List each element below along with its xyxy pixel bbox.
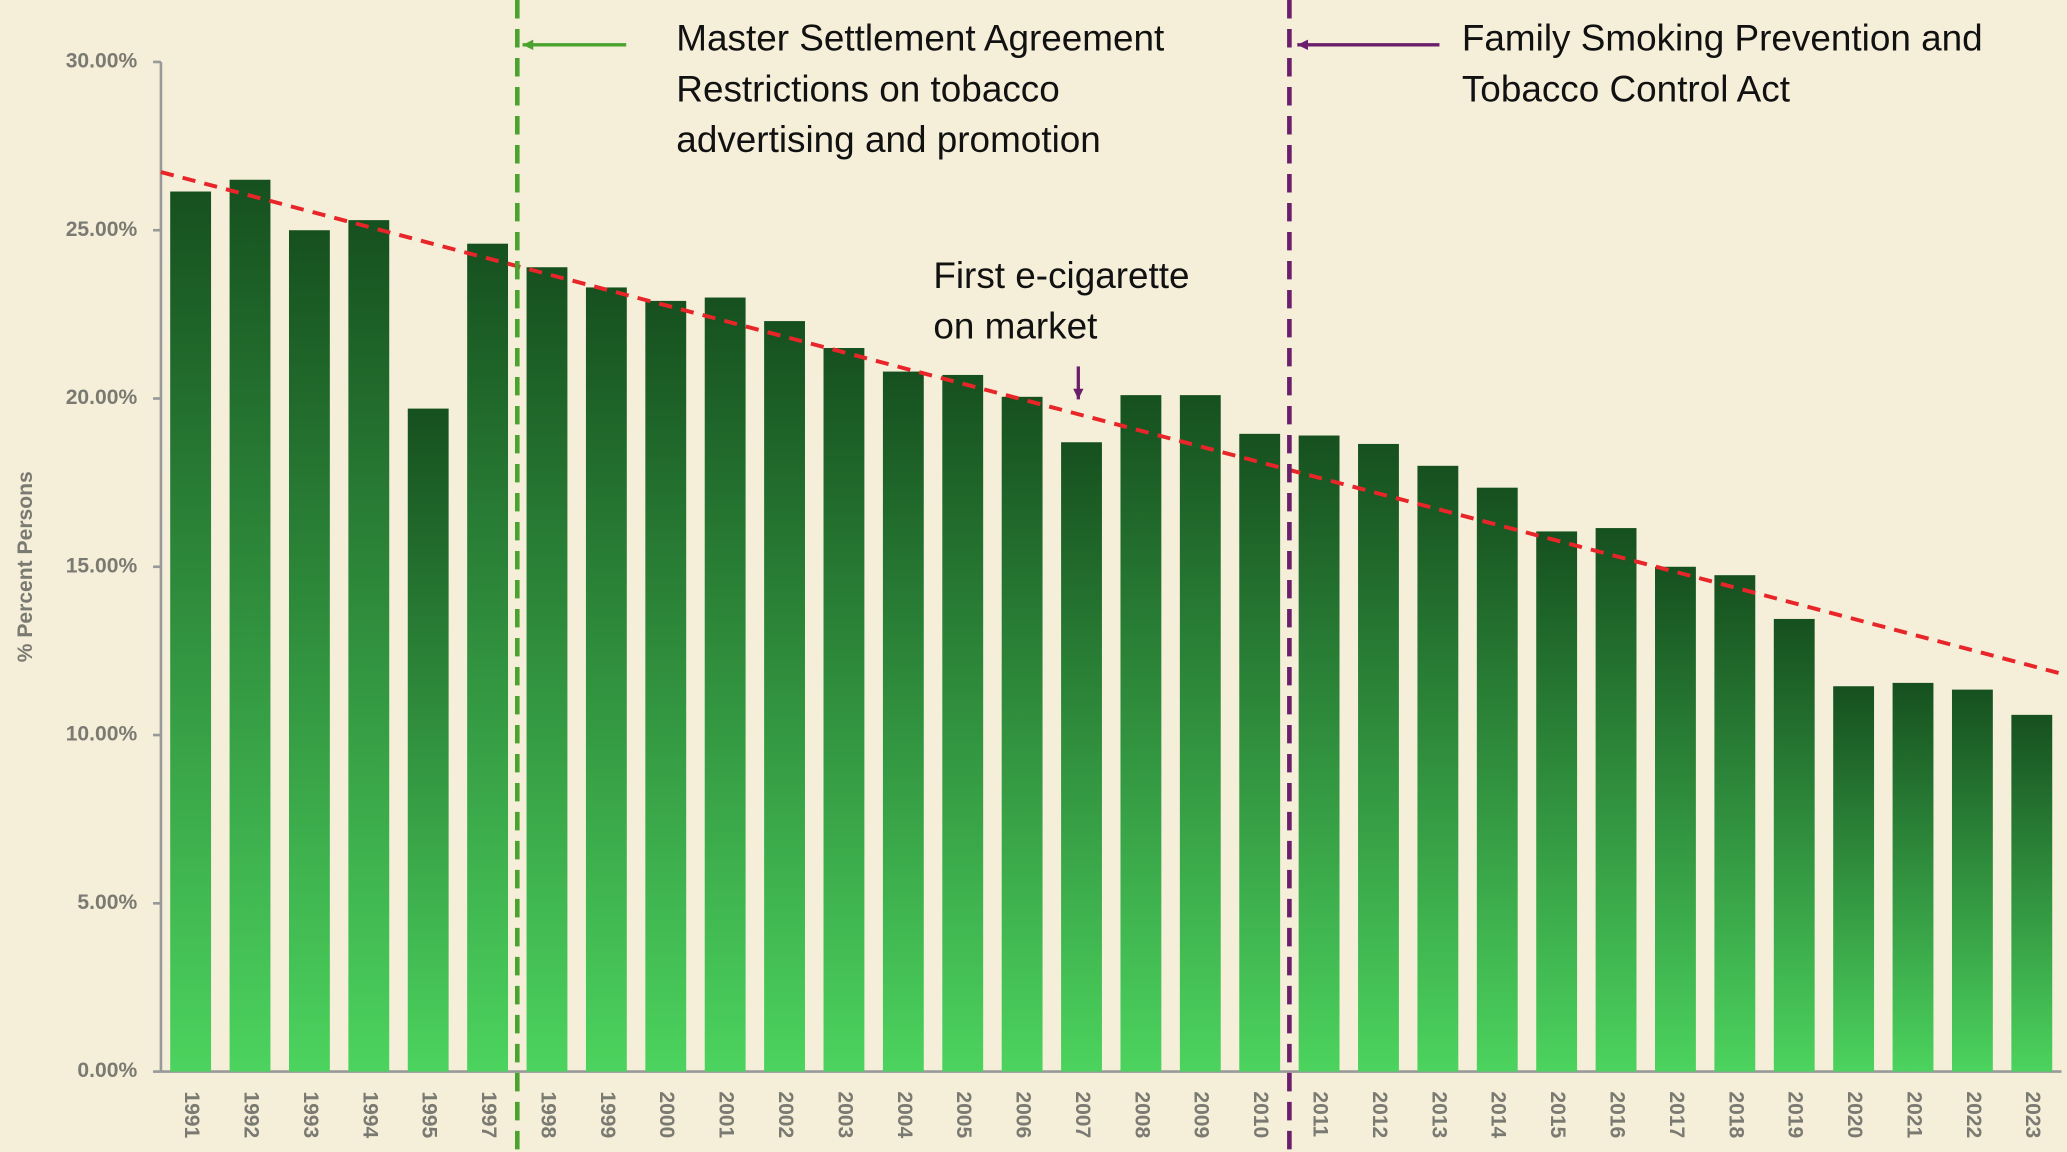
x-tick-label: 2002	[774, 1091, 797, 1138]
x-tick-label: 1999	[596, 1091, 619, 1138]
bar	[882, 371, 924, 1072]
x-tick-label: 2014	[1487, 1091, 1510, 1138]
annotation-text: Master Settlement Agreement	[676, 18, 1164, 59]
x-tick-label: 2005	[952, 1091, 975, 1138]
trend-line	[160, 170, 2067, 678]
x-tick-label: 2017	[1665, 1091, 1688, 1138]
bar	[645, 300, 687, 1072]
x-tick-label: 1994	[358, 1091, 381, 1138]
y-tick-label: 5.00%	[77, 891, 137, 914]
bar	[1536, 531, 1578, 1072]
bar	[1714, 575, 1756, 1072]
x-tick-label: 2013	[1427, 1091, 1450, 1138]
x-tick-label: 2011	[1309, 1091, 1332, 1137]
annotation-text: Tobacco Control Act	[1462, 68, 1790, 109]
bar	[764, 321, 805, 1072]
bar	[1179, 395, 1221, 1072]
bar	[526, 267, 568, 1072]
bar	[1951, 689, 1993, 1072]
annotation-text: First e-cigarette	[933, 255, 1189, 296]
x-tick-label: 2022	[1962, 1091, 1985, 1138]
bar	[467, 243, 509, 1072]
x-tick-label: 2012	[1368, 1091, 1391, 1138]
x-tick-label: 2006	[1012, 1091, 1035, 1138]
annotation-arrowhead	[1073, 388, 1084, 400]
x-tick-label: 1997	[477, 1091, 500, 1138]
x-tick-label: 2004	[893, 1091, 916, 1138]
annotation-text: Family Smoking Prevention and	[1462, 18, 1983, 59]
bar	[2011, 714, 2053, 1072]
x-tick-label: 2000	[655, 1091, 678, 1138]
bar	[407, 408, 449, 1072]
bar	[1892, 682, 1934, 1072]
bar	[170, 191, 212, 1072]
bar	[823, 348, 865, 1072]
bar	[585, 287, 627, 1072]
annotation-arrowhead	[1297, 39, 1308, 50]
bar	[1061, 442, 1102, 1072]
bar	[942, 374, 984, 1072]
annotation-text: on market	[933, 306, 1097, 347]
bar	[1595, 528, 1637, 1072]
bar	[1298, 435, 1340, 1072]
annotation-text: Restrictions on tobacco	[676, 68, 1059, 109]
x-tick-label: 2008	[1130, 1091, 1153, 1138]
x-tick-label: 2020	[1843, 1091, 1866, 1138]
bar	[1120, 395, 1162, 1072]
x-tick-label: 2021	[1902, 1091, 1925, 1138]
annotation-text: advertising and promotion	[676, 119, 1101, 160]
x-tick-label: 1998	[536, 1091, 559, 1138]
y-tick-label: 0.00%	[77, 1059, 137, 1082]
annotation-arrowhead	[522, 39, 534, 50]
x-tick-label: 2007	[1071, 1091, 1094, 1138]
bar	[1655, 566, 1696, 1072]
y-tick-label: 15.00%	[66, 554, 138, 577]
bar	[1417, 465, 1459, 1072]
x-tick-label: 1993	[299, 1091, 322, 1138]
x-tick-label: 2001	[715, 1091, 738, 1138]
x-tick-label: 2003	[833, 1091, 856, 1138]
y-tick-label: 30.00%	[66, 50, 138, 73]
x-tick-label: 2023	[2021, 1091, 2044, 1138]
x-tick-label: 2016	[1605, 1091, 1628, 1138]
x-tick-label: 1995	[418, 1091, 441, 1138]
bar	[1358, 443, 1399, 1072]
x-tick-label: 2018	[1724, 1091, 1747, 1138]
x-tick-label: 2019	[1784, 1091, 1807, 1138]
x-tick-label: 2015	[1546, 1091, 1569, 1138]
bar	[348, 220, 390, 1072]
bar	[229, 179, 271, 1072]
x-tick-label: 1992	[239, 1091, 262, 1138]
y-tick-label: 20.00%	[66, 386, 138, 409]
bar	[1773, 618, 1815, 1072]
bar	[1239, 433, 1281, 1072]
y-tick-label: 10.00%	[66, 723, 138, 746]
x-tick-label: 2009	[1190, 1091, 1213, 1138]
y-axis-label: % Percent Persons	[14, 471, 37, 662]
y-tick-label: 25.00%	[66, 218, 138, 241]
bar	[704, 297, 746, 1072]
bar	[288, 230, 330, 1072]
x-tick-label: 2010	[1249, 1091, 1272, 1138]
bar	[1001, 396, 1043, 1072]
x-tick-label: 1991	[180, 1091, 203, 1138]
bar	[1833, 686, 1875, 1072]
bar	[1476, 487, 1518, 1072]
